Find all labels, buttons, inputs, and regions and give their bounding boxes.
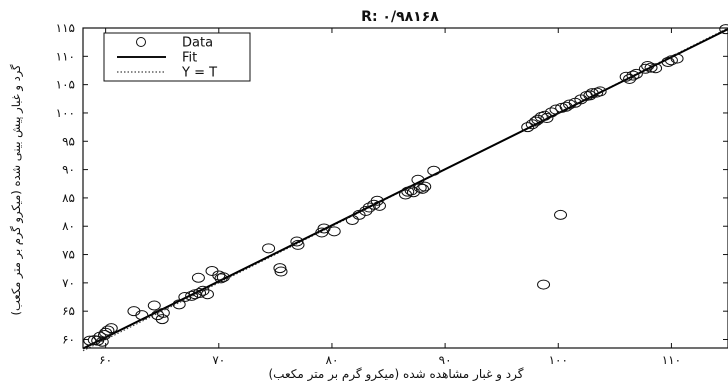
data-point bbox=[327, 226, 341, 237]
data-point bbox=[418, 181, 432, 192]
y-tick-label: ۶۵ bbox=[62, 304, 75, 318]
data-point bbox=[593, 86, 607, 97]
x-tick-label: ۱۰۰ bbox=[549, 353, 568, 367]
data-point bbox=[262, 243, 276, 254]
data-point bbox=[537, 279, 551, 290]
y-tick-label: ۸۰ bbox=[62, 219, 75, 233]
data-point bbox=[193, 288, 207, 299]
data-point bbox=[196, 285, 210, 296]
data-point bbox=[370, 195, 384, 206]
y-tick-label: ۱۰۰ bbox=[56, 106, 75, 120]
data-point bbox=[427, 165, 441, 176]
legend: Data Fit Y = T bbox=[103, 32, 251, 82]
data-point bbox=[200, 289, 214, 300]
data-point bbox=[641, 60, 655, 71]
data-point bbox=[554, 209, 568, 220]
data-point bbox=[104, 323, 118, 334]
data-point bbox=[649, 63, 663, 74]
data-point bbox=[274, 266, 288, 277]
data-point bbox=[670, 53, 684, 64]
data-point bbox=[538, 110, 552, 121]
data-point bbox=[563, 99, 577, 110]
x-tick-label: ۷۰ bbox=[212, 353, 225, 367]
data-point bbox=[362, 202, 376, 213]
data-point bbox=[411, 174, 425, 185]
data-point bbox=[191, 272, 205, 283]
data-point bbox=[290, 236, 304, 247]
y-tick-label: ۷۰ bbox=[62, 276, 75, 290]
y-tick-label: ۱۰۵ bbox=[56, 78, 75, 92]
data-point bbox=[216, 272, 230, 283]
data-point bbox=[155, 314, 169, 325]
x-tick-label: ۹۰ bbox=[439, 353, 452, 367]
data-point bbox=[273, 263, 287, 274]
data-point bbox=[638, 63, 652, 74]
x-tick-label: ۸۰ bbox=[326, 353, 339, 367]
data-point bbox=[172, 299, 186, 310]
data-point bbox=[372, 200, 386, 211]
data-point bbox=[626, 70, 640, 81]
data-point bbox=[629, 68, 643, 79]
y-tick-label: ۱۱۵ bbox=[56, 21, 75, 35]
legend-label-data: Data bbox=[182, 36, 213, 51]
data-point bbox=[585, 88, 599, 99]
data-point bbox=[583, 90, 597, 101]
y-axis-label: گرد و غبار پیش بینی شده (میکرو گرم بر مت… bbox=[9, 64, 24, 316]
plot-frame bbox=[82, 27, 728, 349]
data-point bbox=[623, 73, 637, 84]
data-point bbox=[291, 239, 305, 250]
data-point bbox=[83, 335, 97, 346]
data-point bbox=[521, 122, 535, 133]
y-tick-label: ۶۰ bbox=[62, 333, 75, 347]
data-points bbox=[83, 24, 728, 347]
y-tick-label: ۱۱۰ bbox=[56, 49, 75, 63]
y-tick-label: ۷۵ bbox=[62, 248, 75, 262]
data-point bbox=[185, 290, 199, 301]
data-point bbox=[544, 107, 558, 118]
x-tick-label: ۶۰ bbox=[99, 353, 112, 367]
data-point bbox=[644, 62, 658, 73]
data-point bbox=[156, 307, 170, 318]
data-point bbox=[540, 113, 554, 124]
data-point bbox=[214, 273, 228, 284]
x-tick-label: ۱۱۰ bbox=[662, 353, 681, 367]
y-tick-label: ۹۰ bbox=[62, 163, 75, 177]
y-tick-label: ۹۵ bbox=[62, 134, 75, 148]
data-point bbox=[95, 336, 109, 347]
data-point bbox=[719, 24, 728, 35]
data-point bbox=[664, 55, 678, 66]
data-point bbox=[345, 215, 359, 225]
data-point bbox=[135, 310, 149, 321]
legend-marker-data bbox=[136, 37, 146, 47]
legend-label-fit: Fit bbox=[182, 51, 197, 66]
data-point bbox=[101, 325, 115, 336]
data-point bbox=[359, 205, 373, 216]
data-point bbox=[415, 183, 429, 194]
x-axis-label: گرد و غبار مشاهده شده (میکرو گرم بر متر … bbox=[269, 367, 524, 382]
chart-title: R: ۰/۹۸۱۶۸ bbox=[361, 9, 439, 25]
data-point bbox=[147, 300, 161, 311]
y-tick-label: ۸۵ bbox=[62, 191, 75, 205]
legend-label-identity: Y = T bbox=[181, 66, 217, 81]
axis-ticks: ۶۰ ۷۰ ۸۰ ۹۰ ۱۰۰ ۱۱۰ ۶۰ ۶۵ ۷۰ ۷۵ ۸۰ ۸۵ ۹۰ ۹۵ ۱۰۰ ۱۰۵ ۱۱۰ ۱… bbox=[56, 21, 728, 367]
